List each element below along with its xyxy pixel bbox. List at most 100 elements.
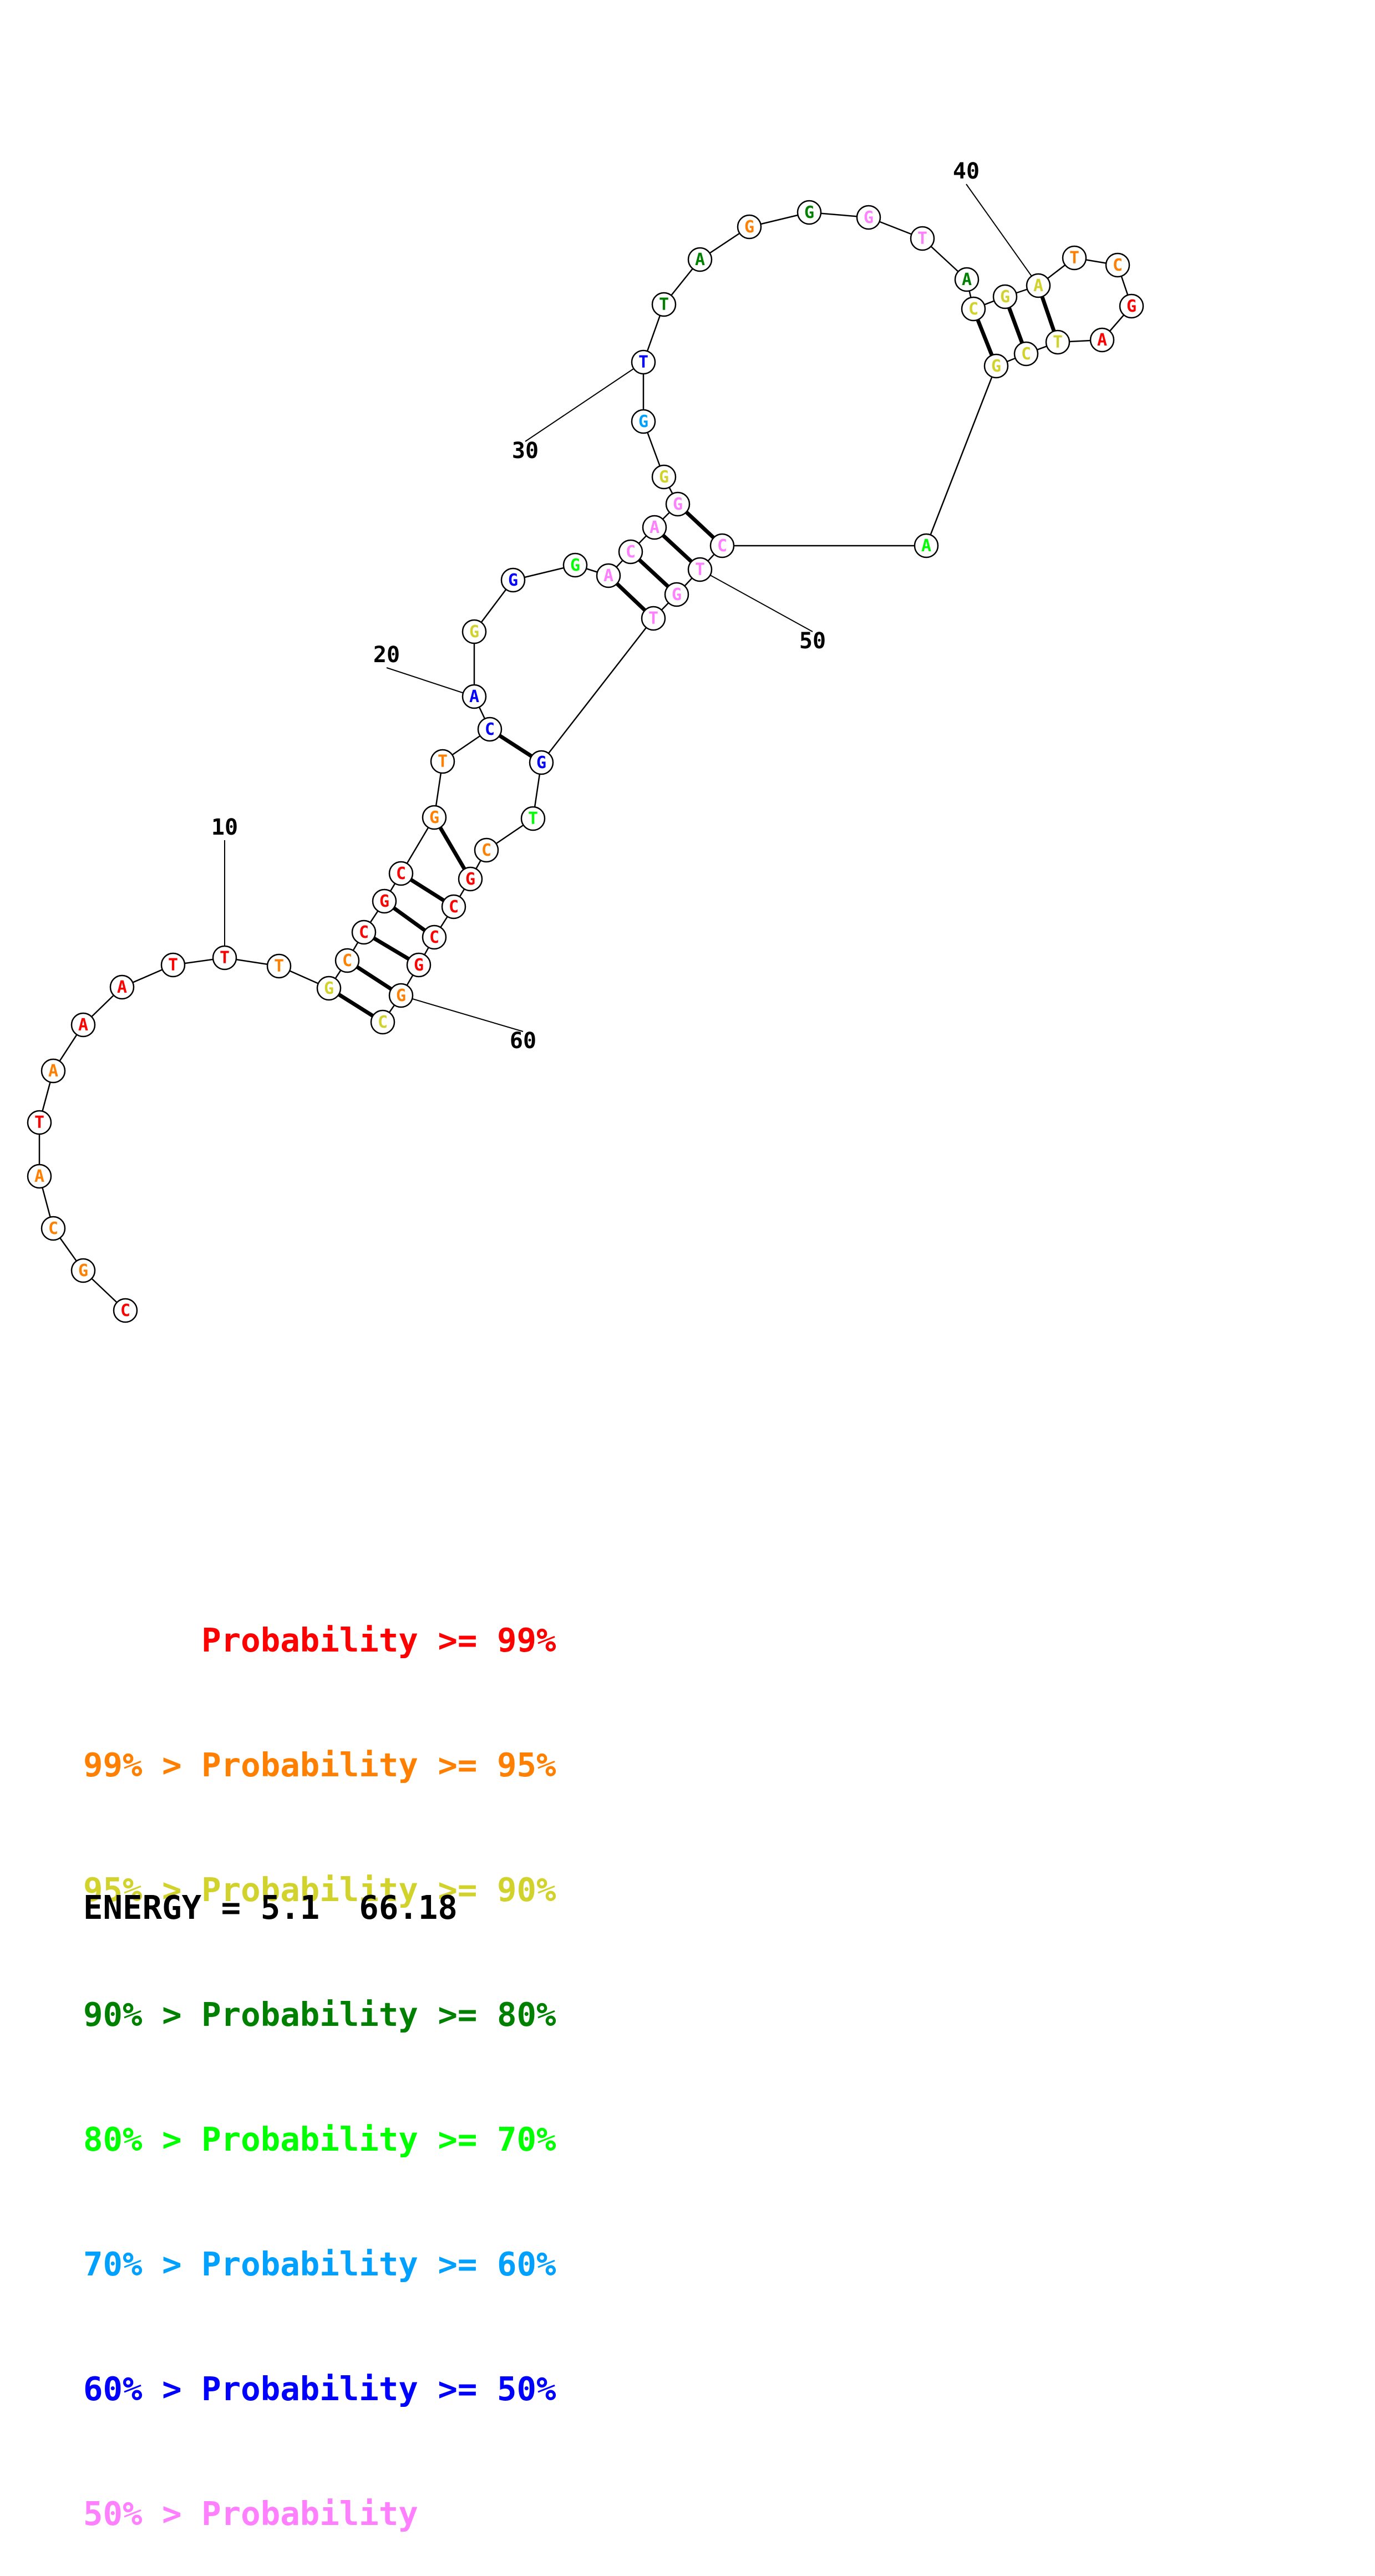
nucleotide-circle xyxy=(27,1163,52,1189)
nucleotide-circle xyxy=(406,952,432,978)
legend-label: Probability >= 99% xyxy=(201,1621,556,1659)
nucleotide-22: G xyxy=(500,567,526,593)
nucleotide-base-letter: C xyxy=(449,897,459,917)
nucleotide-49: C xyxy=(709,533,735,558)
nucleotide-34: G xyxy=(796,200,822,225)
nucleotide-13: C xyxy=(334,948,360,973)
legend-row-0: Probability >= 99% xyxy=(83,1619,556,1661)
nucleotide-circle xyxy=(1013,341,1039,367)
nucleotide-base-letter: A xyxy=(650,518,659,537)
nucleotide-circle xyxy=(372,888,397,914)
nucleotide-20: A xyxy=(461,684,487,709)
legend-label: Probability xyxy=(201,2494,418,2533)
position-label: 40 xyxy=(953,159,980,184)
nucleotide-circle xyxy=(351,919,377,945)
nucleotide-50: T xyxy=(687,557,713,582)
nucleotide-base-letter: A xyxy=(34,1167,44,1186)
nucleotide-base-letter: A xyxy=(48,1061,58,1081)
nucleotide-base-letter: C xyxy=(626,542,636,562)
legend-label: Probability >= 90% xyxy=(201,1871,556,1909)
legend-prefix: 60% > xyxy=(83,2370,202,2408)
nucleotide-base-letter: T xyxy=(695,560,705,580)
nucleotide-23: G xyxy=(562,552,588,578)
nucleotide-19: C xyxy=(477,717,503,742)
nucleotide-4: A xyxy=(27,1163,52,1189)
nucleotide-base-letter: T xyxy=(34,1113,44,1132)
nucleotide-base-letter: C xyxy=(1021,344,1031,364)
nucleotide-circle xyxy=(618,539,643,565)
position-label: 50 xyxy=(799,628,826,654)
nucleotide-circle xyxy=(370,1009,395,1035)
nucleotide-circle xyxy=(961,296,986,322)
legend-label: Probability >= 60% xyxy=(201,2245,556,2283)
nucleotide-circle xyxy=(687,247,713,272)
nucleotide-base-letter: C xyxy=(48,1219,58,1238)
nucleotide-circle xyxy=(687,557,713,582)
position-tick-line xyxy=(966,184,1039,286)
nucleotide-circle xyxy=(422,805,447,830)
nucleotide-27: G xyxy=(665,491,691,517)
nucleotide-circle xyxy=(983,353,1009,379)
nucleotide-circle xyxy=(1119,293,1144,319)
nucleotide-17: G xyxy=(422,805,447,830)
nucleotide-61: C xyxy=(370,1009,395,1035)
nucleotide-37: A xyxy=(954,267,980,292)
nucleotide-1: C xyxy=(113,1298,138,1323)
nucleotide-29: G xyxy=(631,409,656,434)
nucleotide-base-letter: A xyxy=(1033,276,1043,296)
nucleotide-circle xyxy=(388,983,414,1008)
nucleotide-circle xyxy=(651,464,677,490)
nucleotide-base-letter: G xyxy=(379,892,389,911)
nucleotide-circle xyxy=(631,409,656,434)
nucleotide-circle xyxy=(334,948,360,973)
nucleotide-circle xyxy=(1026,273,1051,298)
legend-row-3: 90% > Probability >= 80% xyxy=(83,1994,556,2035)
nucleotide-12: G xyxy=(316,975,342,1001)
position-tick-line xyxy=(525,362,644,442)
nucleotide-26: A xyxy=(642,515,667,540)
legend-row-1: 99% > Probability >= 95% xyxy=(83,1744,556,1786)
nucleotide-28: G xyxy=(651,464,677,490)
legend-label: Probability >= 80% xyxy=(201,1995,556,2034)
nucleotide-base-letter: G xyxy=(414,956,424,975)
nucleotide-base-letter: C xyxy=(378,1013,388,1032)
legend-label: Probability >= 50% xyxy=(201,2370,556,2408)
nucleotide-circle xyxy=(562,552,588,578)
legend-row-7: 50% > Probability xyxy=(83,2493,556,2534)
base-pair-bonds xyxy=(328,284,1060,1024)
nucleotide-base-letter: C xyxy=(485,720,495,739)
nucleotide-circle xyxy=(529,750,554,775)
nucleotide-53: G xyxy=(529,750,554,775)
nucleotide-base-letter: G xyxy=(1127,297,1136,316)
nucleotide-base-letter: T xyxy=(528,809,538,829)
nucleotide-base-letter: G xyxy=(673,495,683,514)
nucleotide-9: T xyxy=(160,952,186,978)
nucleotide-circle xyxy=(641,606,666,631)
nucleotide-base-letter: G xyxy=(744,217,754,237)
legend-prefix: 70% > xyxy=(83,2245,202,2283)
nucleotide-10: T xyxy=(212,945,237,971)
nucleotide-base-letter: T xyxy=(638,353,648,372)
nucleotide-44: A xyxy=(1089,327,1115,353)
nucleotide-3: C xyxy=(40,1216,66,1241)
nucleotide-circle xyxy=(160,952,186,978)
legend-row-2: 95% > Probability >= 90% xyxy=(83,1869,556,1911)
nucleotide-circle xyxy=(70,1258,96,1283)
nucleotide-base-letter: A xyxy=(469,687,479,707)
nucleotide-base-letter: C xyxy=(429,928,439,947)
nucleotide-21: G xyxy=(461,619,487,644)
nucleotide-circle xyxy=(954,267,980,292)
nucleotide-55: C xyxy=(474,837,499,863)
nucleotide-circle xyxy=(796,200,822,225)
nucleotide-47: G xyxy=(983,353,1009,379)
nucleotide-base-letter: G xyxy=(396,986,406,1005)
nucleotide-57: C xyxy=(441,894,466,919)
nucleotide-circle xyxy=(992,284,1018,309)
nucleotide-39: G xyxy=(992,284,1018,309)
nucleotide-circle xyxy=(910,226,935,251)
nucleotide-base-letter: T xyxy=(648,609,658,628)
legend-prefix: 90% > xyxy=(83,1995,202,2034)
nucleotide-base-letter: G xyxy=(1000,287,1010,307)
nucleotide-circle xyxy=(1045,329,1070,355)
nucleotide-circle xyxy=(914,533,939,558)
